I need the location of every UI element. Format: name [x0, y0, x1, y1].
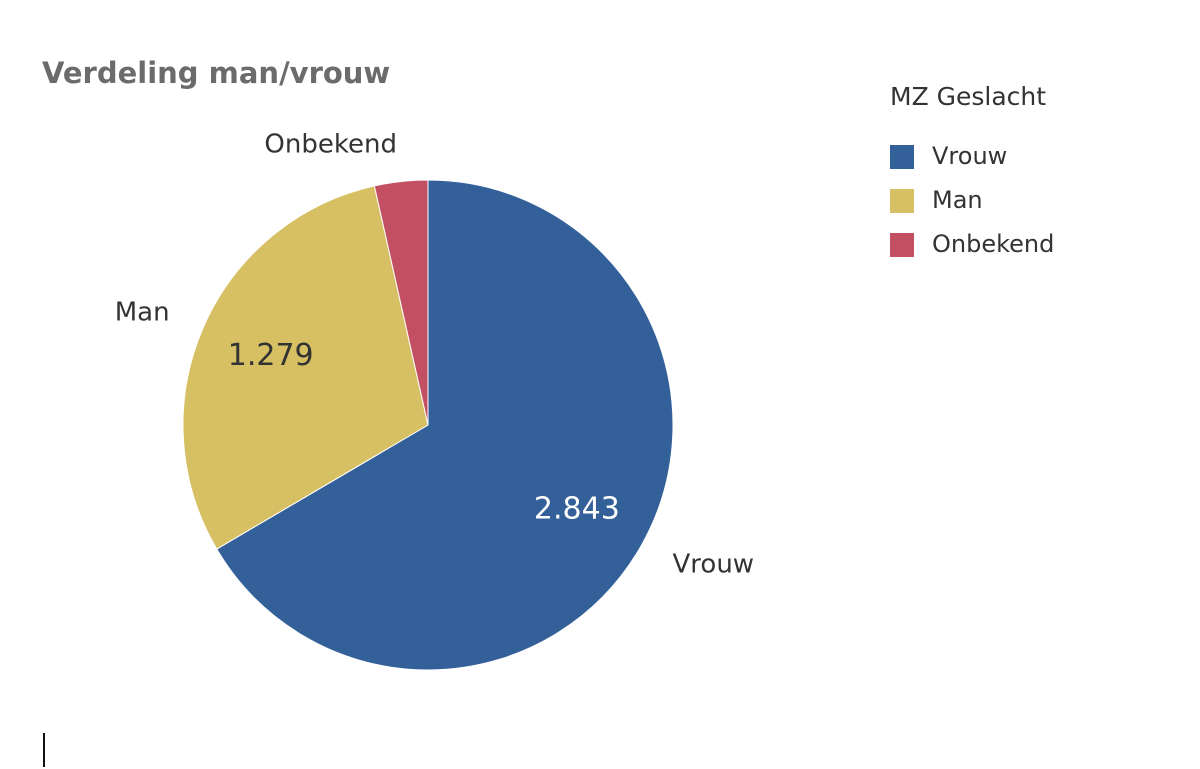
pie-slice [373, 179, 429, 426]
legend-swatch [890, 189, 914, 213]
slice-label: Man [115, 297, 170, 327]
legend-label: Vrouw [932, 142, 1007, 170]
legend-swatch [890, 233, 914, 257]
legend-title: MZ Geslacht [890, 82, 1046, 111]
value-label: 1.279 [228, 338, 314, 373]
legend-label: Onbekend [932, 230, 1054, 258]
legend-swatch [890, 145, 914, 169]
value-label: 2.843 [534, 492, 620, 527]
slice-label: Onbekend [264, 129, 397, 159]
slice-label: Vrouw [673, 549, 755, 579]
pie-slice [216, 179, 674, 671]
legend-label: Man [932, 186, 983, 214]
pie-slice [182, 185, 429, 550]
chart-title: Verdeling man/vrouw [42, 56, 390, 90]
